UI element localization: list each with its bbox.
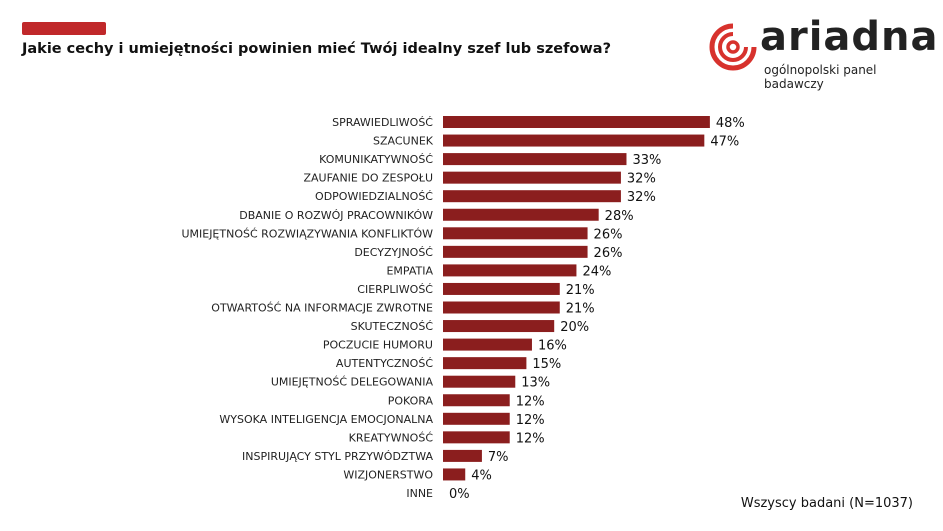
- bar: [443, 134, 705, 147]
- category-label: WIZJONERSTWO: [343, 468, 433, 481]
- category-label: CIERPLIWOŚĆ: [357, 283, 433, 296]
- logo-tagline: ogólnopolski panel badawczy: [764, 63, 877, 91]
- bar: [443, 338, 532, 351]
- value-label: 4%: [471, 468, 492, 483]
- sample-note: Wszyscy badani (N=1037): [740, 496, 913, 511]
- value-label: 0%: [449, 487, 470, 502]
- bar: [443, 245, 588, 258]
- category-label: ODPOWIEDZIALNOŚĆ: [315, 190, 433, 203]
- category-label: POKORA: [388, 394, 434, 407]
- category-label: SPRAWIEDLIWOŚĆ: [332, 116, 433, 129]
- value-label: 28%: [605, 209, 634, 224]
- bar: [443, 412, 510, 425]
- value-label: 33%: [632, 153, 661, 168]
- value-label: 12%: [516, 413, 545, 428]
- bar: [443, 431, 510, 444]
- bar: [443, 171, 621, 184]
- value-label: 16%: [538, 339, 567, 354]
- value-label: 26%: [594, 227, 623, 242]
- value-label: 20%: [560, 320, 589, 335]
- bar: [443, 357, 527, 370]
- bar: [443, 264, 577, 277]
- category-label: POCZUCIE HUMORU: [323, 339, 433, 352]
- bar: [443, 153, 627, 166]
- category-label: INNE: [406, 487, 433, 500]
- category-label: DECYZYJNOŚĆ: [354, 246, 433, 259]
- bar: [443, 375, 516, 388]
- bar: [443, 468, 466, 481]
- bar: [443, 116, 710, 128]
- value-label: 15%: [532, 357, 561, 372]
- logo-spiral-icon: [709, 23, 757, 71]
- bar: [443, 449, 482, 462]
- bar: [443, 301, 560, 314]
- category-label: UMIEJĘTNOŚĆ ROZWIĄZYWANIA KONFLIKTÓW: [181, 227, 433, 240]
- accent-bar: [22, 22, 106, 35]
- bar: [443, 227, 588, 240]
- value-label: 12%: [516, 431, 545, 446]
- value-label: 26%: [594, 246, 623, 261]
- value-label: 7%: [488, 450, 509, 465]
- value-label: 21%: [566, 283, 595, 298]
- category-label: KOMUNIKATYWNOŚĆ: [319, 153, 433, 166]
- category-label: SZACUNEK: [373, 135, 434, 148]
- value-label: 24%: [582, 264, 611, 279]
- category-label: KREATYWNOŚĆ: [349, 431, 434, 444]
- category-label: OTWARTOŚĆ NA INFORMACJE ZWROTNE: [211, 302, 433, 315]
- value-label: 32%: [627, 190, 656, 205]
- value-label: 48%: [716, 116, 745, 131]
- page-title: Jakie cechy i umiejętności powinien mieć…: [22, 41, 611, 57]
- category-label: UMIEJĘTNOŚĆ DELEGOWANIA: [271, 376, 434, 389]
- value-label: 13%: [521, 376, 550, 391]
- value-label: 32%: [627, 172, 656, 187]
- category-label: DBANIE O ROZWÓJ PRACOWNIKÓW: [239, 209, 433, 222]
- logo-wordmark: ariadna: [760, 14, 939, 60]
- bar: [443, 320, 555, 333]
- bar: [443, 394, 510, 407]
- category-label: INSPIRUJĄCY STYL PRZYWÓDZTWA: [242, 450, 433, 463]
- value-label: 21%: [566, 302, 595, 317]
- bar: [443, 208, 599, 221]
- value-label: 47%: [710, 135, 739, 150]
- category-label: SKUTECZNOŚĆ: [351, 320, 434, 333]
- ariadna-logo: ariadna ogólnopolski panel badawczy: [708, 14, 938, 91]
- value-label: 12%: [516, 394, 545, 409]
- bar: [443, 282, 560, 295]
- category-label: AUTENTYCZNOŚĆ: [336, 357, 433, 370]
- category-label: EMPATIA: [386, 264, 433, 277]
- category-label: WYSOKA INTELIGENCJA EMOCJONALNA: [219, 413, 433, 426]
- category-label: ZAUFANIE DO ZESPOŁU: [304, 172, 434, 185]
- bar: [443, 190, 621, 203]
